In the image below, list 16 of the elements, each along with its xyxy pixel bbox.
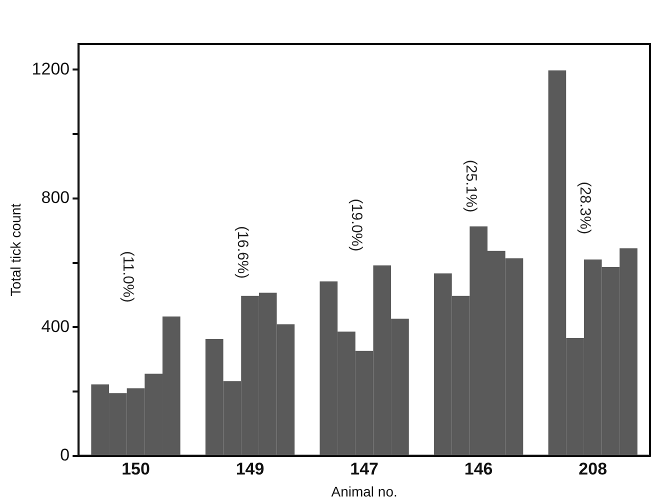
annotation: (25.1%) — [462, 160, 480, 212]
y-tick-label: 0 — [60, 445, 70, 464]
x-tick-label: 208 — [578, 460, 608, 479]
x-axis-title: Animal no. — [331, 483, 398, 500]
x-tick-label: 146 — [464, 460, 493, 479]
annotation: (11.0%) — [120, 251, 137, 302]
x-tick-label: 147 — [350, 460, 378, 479]
x-tick-label: 150 — [122, 460, 150, 479]
y-tick-label: 400 — [41, 316, 70, 336]
x-tick-label: 149 — [236, 460, 264, 479]
y-axis-title: Total tick count — [7, 203, 24, 296]
annotation: (28.3%) — [576, 182, 594, 234]
y-tick-label: 1200 — [32, 59, 70, 78]
annotation: (16.6%) — [234, 226, 251, 279]
annotation: (19.0%) — [348, 198, 366, 252]
y-tick-label: 800 — [41, 188, 70, 208]
